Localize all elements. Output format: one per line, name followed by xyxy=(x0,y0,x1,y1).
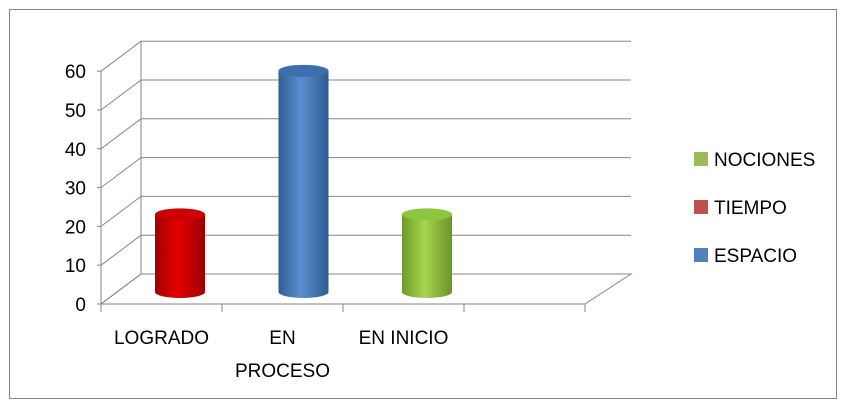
gridline-side xyxy=(100,40,142,72)
bar-tiempo xyxy=(155,208,205,298)
bar-espacio xyxy=(278,64,329,298)
y-tick-label: 10 xyxy=(65,256,86,277)
y-tick-label: 60 xyxy=(65,62,86,83)
bar-top xyxy=(155,208,205,221)
y-tick-label: 50 xyxy=(65,101,86,122)
bar-top xyxy=(402,208,452,221)
bar-nociones xyxy=(402,208,452,298)
floor xyxy=(99,273,633,305)
x-tick-label: LOGRADO xyxy=(114,328,209,349)
gridline-side xyxy=(100,79,142,111)
legend-label: ESPACIO xyxy=(714,246,797,267)
legend-label: NOCIONES xyxy=(714,150,815,171)
x-tick-label: EN xyxy=(269,328,295,349)
x-tick-label: EN INICIO xyxy=(359,328,449,349)
bar-body xyxy=(155,214,205,298)
bar-top xyxy=(278,64,329,77)
y-tick-label: 30 xyxy=(65,179,86,200)
gridline-side xyxy=(100,234,142,266)
gridline-side xyxy=(100,157,142,189)
gridline-side xyxy=(100,118,142,150)
legend-swatch xyxy=(694,248,708,262)
gridline-side xyxy=(100,195,142,227)
legend-swatch xyxy=(694,200,708,214)
legend-label: TIEMPO xyxy=(714,198,787,219)
bar-body xyxy=(402,214,452,298)
bar-body xyxy=(278,70,329,298)
y-tick-label: 0 xyxy=(75,295,86,316)
y-tick-label: 20 xyxy=(65,217,86,238)
legend-swatch xyxy=(694,152,708,166)
x-tick-label: PROCESO xyxy=(235,361,330,382)
y-tick-label: 40 xyxy=(65,140,86,161)
